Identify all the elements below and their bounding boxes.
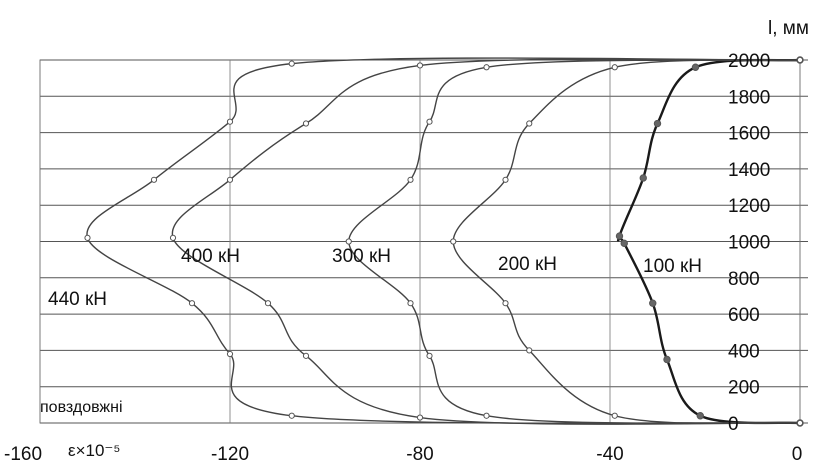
y-tick-label: 2000 bbox=[728, 51, 770, 72]
series-label-300kn: 300 кН bbox=[332, 246, 391, 267]
series-label-400kn: 400 кН bbox=[181, 246, 240, 267]
data-point-440kn bbox=[226, 350, 234, 358]
series-label-200kn: 200 кН bbox=[498, 254, 557, 275]
y-tick-label: 800 bbox=[728, 269, 760, 290]
data-point-400kn bbox=[302, 120, 310, 127]
data-point-200kn bbox=[611, 64, 618, 71]
series-label-100kn: 100 кН bbox=[643, 256, 702, 277]
x-tick-label: 0 bbox=[792, 444, 803, 464]
data-point-400kn bbox=[302, 352, 310, 359]
data-point-100kn bbox=[615, 232, 624, 240]
y-tick-label: 200 bbox=[728, 378, 760, 399]
x-axis-label: ε×10⁻⁵ bbox=[68, 441, 120, 460]
series-group bbox=[84, 56, 804, 427]
data-point-400kn bbox=[169, 234, 177, 241]
series-labels: 100 кН 200 кН 300 кН 400 кН 440 кН bbox=[48, 246, 702, 310]
data-point-400kn bbox=[226, 176, 234, 183]
data-point-300kn bbox=[407, 176, 414, 183]
data-point-300kn bbox=[407, 300, 414, 307]
x-tick-label: -80 bbox=[406, 444, 433, 464]
data-point-400kn bbox=[416, 62, 424, 69]
data-point-440kn bbox=[796, 419, 804, 427]
data-point-100kn bbox=[620, 239, 628, 248]
y-tick-label: 0 bbox=[728, 414, 739, 435]
y-axis-label: l, мм bbox=[768, 18, 809, 39]
y-tick-label: 400 bbox=[728, 341, 760, 362]
series-label-440kn: 440 кН bbox=[48, 289, 107, 310]
tick-labels: 0 200 400 600 800 1000 1200 1400 1600 1800 2000 -16… bbox=[4, 51, 802, 464]
data-point-100kn bbox=[653, 119, 662, 128]
data-point-200kn bbox=[502, 300, 509, 307]
data-point-200kn bbox=[450, 238, 457, 245]
data-point-100kn bbox=[663, 355, 671, 364]
data-point-200kn bbox=[526, 347, 533, 354]
data-point-300kn bbox=[483, 64, 490, 71]
data-point-100kn bbox=[691, 63, 700, 71]
data-point-100kn bbox=[639, 174, 647, 182]
data-point-400kn bbox=[416, 414, 424, 421]
series-line-440kn bbox=[86, 57, 801, 424]
data-point-440kn bbox=[188, 300, 196, 307]
data-point-200kn bbox=[526, 120, 533, 127]
x-tick-label: -40 bbox=[596, 444, 623, 464]
x-tick-label: -160 bbox=[4, 444, 42, 464]
grid bbox=[39, 59, 808, 424]
data-point-440kn bbox=[288, 60, 295, 67]
data-point-300kn bbox=[483, 412, 490, 419]
data-point-440kn bbox=[796, 56, 804, 64]
data-point-440kn bbox=[84, 234, 91, 241]
y-tick-label: 1600 bbox=[728, 124, 770, 145]
data-point-100kn bbox=[696, 412, 704, 420]
data-point-440kn bbox=[288, 412, 295, 419]
data-point-300kn bbox=[426, 352, 433, 359]
data-point-440kn bbox=[150, 176, 158, 183]
y-tick-label: 1800 bbox=[728, 87, 770, 108]
data-point-100kn bbox=[649, 299, 657, 307]
data-point-200kn bbox=[611, 412, 618, 419]
y-tick-label: 1000 bbox=[728, 233, 770, 254]
y-tick-label: 1400 bbox=[728, 160, 770, 181]
data-point-300kn bbox=[345, 238, 352, 245]
x-tick-label: -120 bbox=[211, 444, 249, 464]
y-tick-label: 1200 bbox=[728, 196, 770, 217]
y-tick-label: 600 bbox=[728, 305, 760, 326]
data-point-440kn bbox=[226, 118, 234, 125]
data-point-400kn bbox=[264, 300, 272, 307]
data-point-200kn bbox=[502, 176, 509, 183]
annotation-povzdovzhni: повздовжні bbox=[40, 399, 123, 416]
data-point-300kn bbox=[426, 118, 433, 125]
